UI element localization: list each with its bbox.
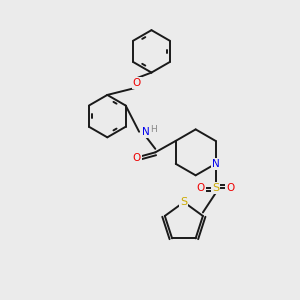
Text: H: H (151, 125, 157, 134)
Text: S: S (180, 197, 188, 207)
Text: S: S (212, 183, 219, 193)
Text: O: O (133, 153, 141, 163)
Text: O: O (133, 78, 141, 88)
Text: N: N (142, 127, 149, 137)
Text: N: N (212, 159, 219, 169)
Text: O: O (226, 183, 234, 193)
Text: O: O (197, 183, 205, 193)
